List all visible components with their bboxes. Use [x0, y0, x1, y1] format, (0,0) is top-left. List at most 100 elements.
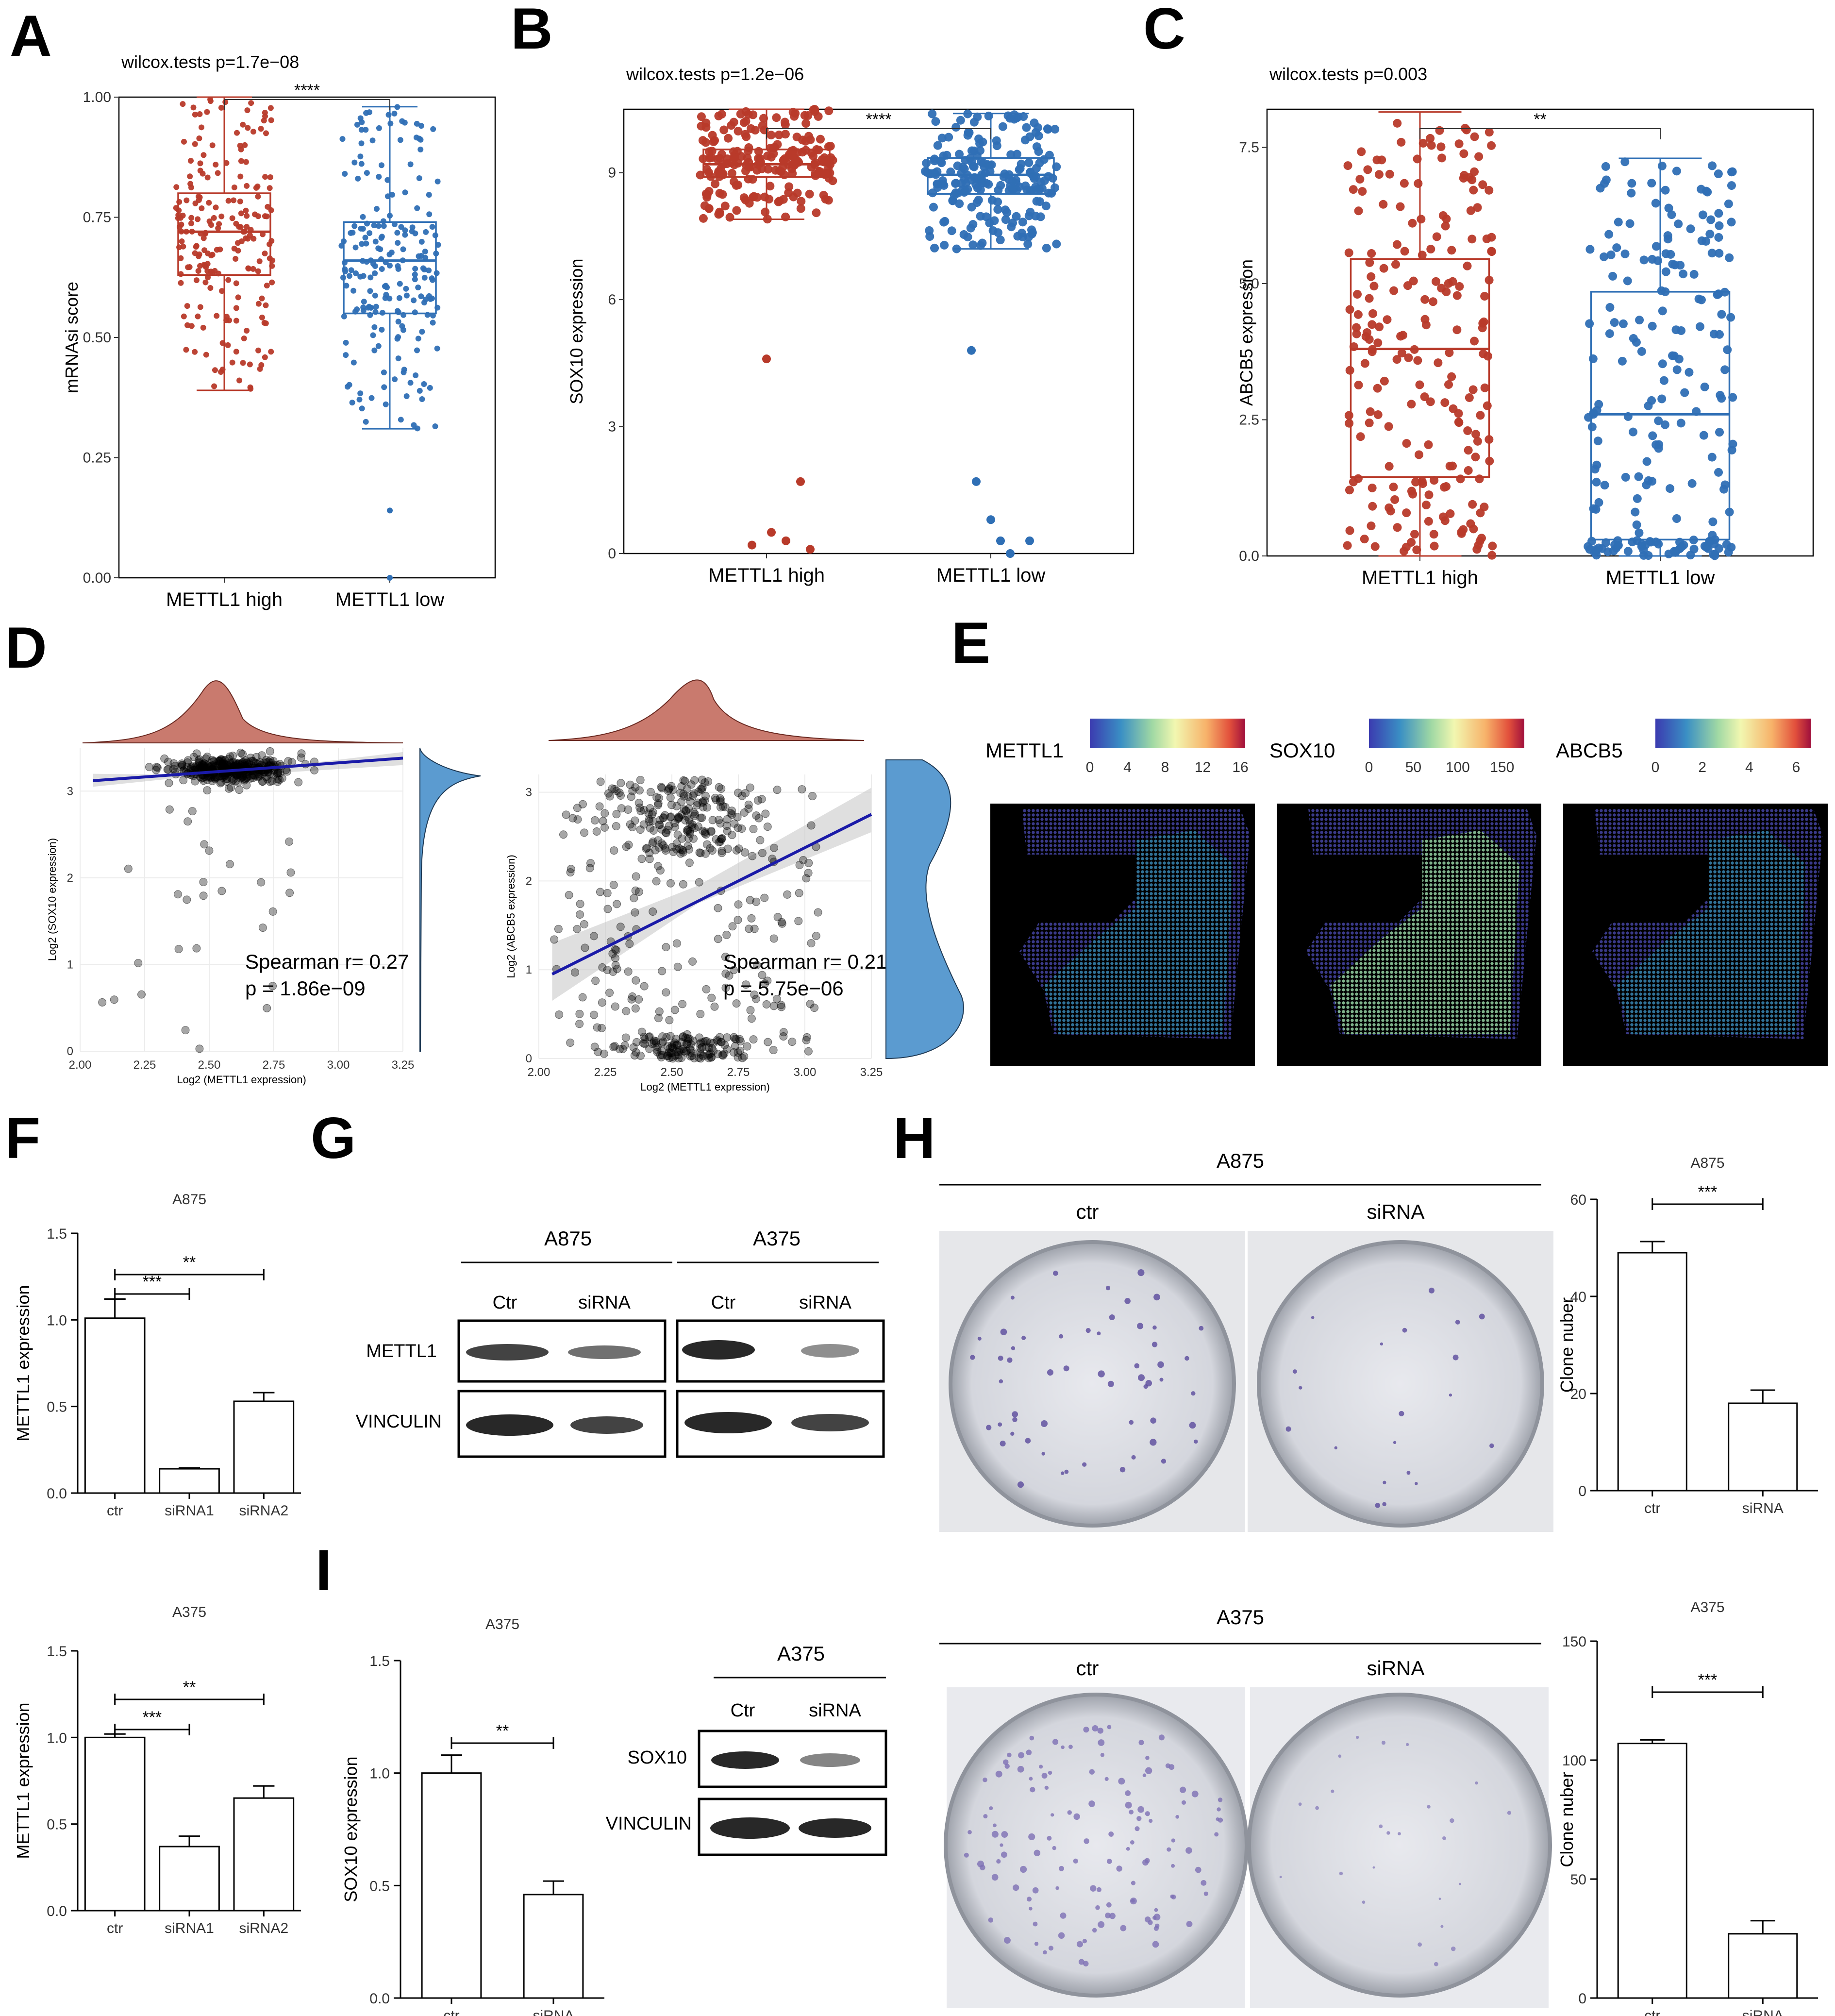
data-point [708, 131, 717, 140]
data-point [710, 1002, 719, 1011]
data-point [596, 888, 604, 896]
data-point [1480, 383, 1489, 392]
data-point [1444, 380, 1453, 389]
data-point [192, 250, 198, 256]
data-point [1725, 253, 1734, 262]
data-point [1661, 249, 1670, 258]
data-point [1594, 498, 1603, 507]
data-point [596, 777, 605, 786]
colony [995, 1770, 1002, 1778]
data-point [824, 174, 834, 183]
bar [523, 1894, 584, 1999]
blot-band [682, 1340, 755, 1360]
data-point [283, 767, 291, 776]
data-point [624, 967, 633, 976]
data-point [262, 251, 268, 257]
colony [1095, 1905, 1100, 1910]
outlier-point [782, 536, 790, 545]
data-point [1588, 354, 1598, 363]
colony [1137, 1374, 1145, 1381]
data-point [1021, 181, 1030, 190]
data-point [1698, 210, 1707, 219]
data-point [645, 1033, 653, 1042]
data-point [173, 184, 180, 190]
data-point [630, 894, 638, 903]
data-point [1475, 474, 1484, 484]
data-point [1426, 245, 1435, 254]
data-point [666, 813, 675, 822]
data-point [193, 244, 199, 250]
colony [1145, 1756, 1150, 1760]
colony [1032, 1887, 1039, 1894]
colony [1489, 1443, 1494, 1448]
data-point [1365, 418, 1374, 427]
data-point [708, 816, 717, 824]
colony [1047, 1835, 1052, 1841]
data-point [218, 213, 225, 219]
data-point [567, 865, 575, 874]
data-point [188, 215, 195, 221]
data-point [779, 1028, 788, 1037]
data-point [655, 1007, 664, 1016]
data-point [245, 125, 251, 131]
data-point [1605, 303, 1615, 312]
data-point [1632, 520, 1641, 529]
data-point [745, 924, 753, 933]
data-point [627, 995, 636, 1004]
x-tick-label: siRNA2 [239, 1920, 288, 1936]
data-point [1661, 185, 1670, 195]
data-point [826, 153, 835, 162]
data-point [1604, 230, 1614, 239]
data-point [267, 185, 273, 191]
data-point [1006, 150, 1016, 159]
data-point [402, 227, 408, 234]
colony [1078, 1959, 1084, 1965]
bar [1617, 1743, 1687, 1999]
data-point [1480, 503, 1489, 512]
data-point [764, 1038, 772, 1046]
data-point [712, 835, 720, 844]
colony [986, 1425, 992, 1430]
data-point [998, 122, 1007, 131]
x-tick-label: METTL1 high [1362, 567, 1478, 588]
data-point [969, 162, 979, 171]
data-point [1710, 550, 1719, 559]
panel-letter-e: E [951, 610, 990, 675]
data-point [1031, 211, 1040, 220]
data-point [1454, 418, 1463, 427]
box [1350, 258, 1490, 478]
data-point [427, 385, 433, 391]
data-point [213, 204, 219, 211]
colony [1105, 1913, 1111, 1918]
data-point [570, 968, 579, 977]
colony [1134, 1363, 1140, 1369]
colony [1104, 1777, 1109, 1781]
y-tick-label: 2 [526, 874, 532, 888]
colony [1380, 1342, 1384, 1346]
data-point [1349, 477, 1358, 487]
data-point [372, 238, 379, 245]
data-point [701, 792, 710, 801]
data-point [402, 189, 408, 196]
colony [1041, 1773, 1048, 1779]
data-point [723, 1033, 732, 1042]
y-tick-label: 0.0 [47, 1903, 67, 1919]
colony [1143, 1384, 1148, 1389]
colony [1107, 1725, 1112, 1730]
data-point [1717, 310, 1726, 319]
data-point [741, 117, 751, 126]
x-tick-label: ctr [107, 1920, 123, 1936]
data-point [576, 900, 584, 908]
data-point [421, 381, 427, 387]
panel-h-colony-plates: A875 ctr siRNA A375 ctr siRNA [939, 1149, 1553, 2008]
data-point [977, 174, 986, 184]
data-point [1695, 322, 1704, 331]
data-point [1462, 125, 1471, 134]
data-point [379, 327, 385, 333]
colony [1142, 1773, 1147, 1777]
colony [1171, 1864, 1175, 1868]
data-point [777, 1003, 786, 1011]
data-point [180, 212, 186, 218]
data-point [255, 268, 261, 274]
data-point [716, 819, 725, 828]
